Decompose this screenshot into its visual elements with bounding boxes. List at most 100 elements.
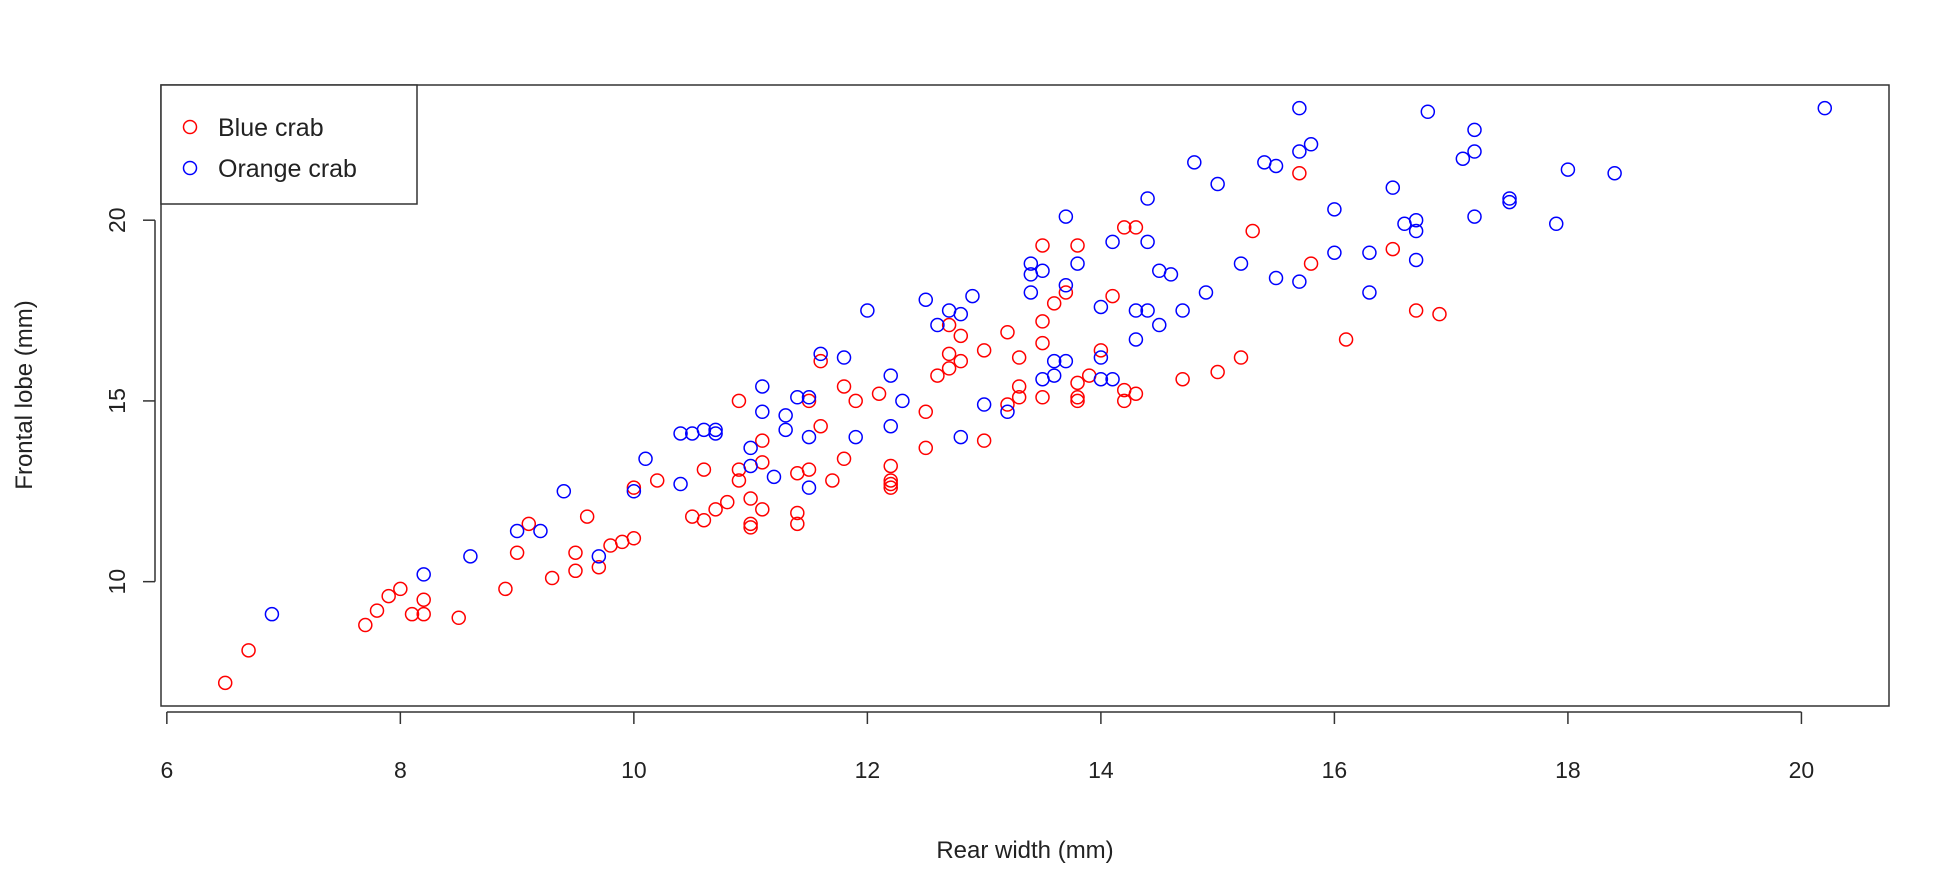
point-blue-crab <box>976 343 992 358</box>
point-blue-crab <box>241 643 256 658</box>
x-tick-label: 18 <box>1555 757 1581 783</box>
point-blue-crab <box>1035 238 1050 253</box>
point-orange-crab <box>1560 162 1576 177</box>
point-orange-crab <box>1408 252 1424 268</box>
point-blue-crab <box>941 317 957 333</box>
x-tick-label: 12 <box>855 757 881 783</box>
point-blue-crab <box>1432 306 1447 322</box>
point-blue-crab <box>883 458 898 474</box>
point-orange-crab <box>1163 267 1179 282</box>
point-orange-crab <box>801 429 817 445</box>
point-orange-crab <box>556 484 572 499</box>
point-orange-crab <box>883 368 898 383</box>
point-orange-crab <box>895 393 910 409</box>
point-orange-crab <box>1467 122 1482 138</box>
point-blue-crab <box>755 502 770 517</box>
point-orange-crab <box>626 484 642 499</box>
y-axis: 10 15 20 <box>104 207 156 594</box>
x-axis-title: Rear width (mm) <box>936 837 1113 864</box>
x-tick-label: 14 <box>1088 757 1114 783</box>
point-orange-crab <box>1455 151 1471 166</box>
y-tick-label: 15 <box>104 388 130 414</box>
point-orange-crab <box>1023 285 1039 300</box>
point-blue-crab <box>1070 375 1085 391</box>
point-blue-crab <box>836 451 852 467</box>
point-orange-crab <box>778 408 793 423</box>
point-blue-crab <box>731 393 747 409</box>
point-blue-crab <box>451 610 466 626</box>
data-points <box>217 100 1833 691</box>
legend-marker-blue-crab <box>182 119 198 135</box>
point-orange-crab <box>1093 350 1109 365</box>
point-blue-crab <box>918 404 934 420</box>
point-blue-crab <box>1105 288 1120 304</box>
point-orange-crab <box>1140 303 1155 318</box>
point-blue-crab <box>416 606 431 622</box>
point-orange-crab <box>1292 274 1307 289</box>
x-axis: 6 8 10 12 14 16 18 20 <box>160 711 1814 783</box>
point-orange-crab <box>1105 371 1120 387</box>
point-blue-crab <box>813 353 828 369</box>
point-orange-crab <box>591 549 607 564</box>
point-blue-crab <box>755 433 770 448</box>
point-orange-crab <box>463 549 478 564</box>
point-blue-crab <box>743 491 758 506</box>
point-blue-crab <box>579 509 595 524</box>
point-orange-crab <box>848 429 863 445</box>
point-orange-crab <box>1070 256 1085 271</box>
point-blue-crab <box>416 592 431 607</box>
point-orange-crab <box>1268 270 1284 286</box>
point-blue-crab <box>591 559 607 575</box>
point-orange-crab <box>1023 256 1039 271</box>
point-orange-crab <box>755 404 770 420</box>
point-blue-crab <box>953 328 969 344</box>
point-orange-crab <box>1105 234 1120 250</box>
point-blue-crab <box>836 379 852 394</box>
point-orange-crab <box>1233 256 1249 271</box>
point-orange-crab <box>1140 191 1155 206</box>
point-orange-crab <box>1362 285 1377 300</box>
point-orange-crab <box>1327 202 1342 217</box>
point-orange-crab <box>1408 223 1424 239</box>
x-tick-label: 10 <box>621 757 647 783</box>
point-orange-crab <box>1000 404 1015 420</box>
point-blue-crab <box>1292 165 1307 181</box>
x-tick-label: 16 <box>1322 757 1348 783</box>
point-orange-crab <box>918 292 934 307</box>
point-blue-crab <box>1245 223 1260 239</box>
point-blue-crab <box>953 353 969 369</box>
point-orange-crab <box>1502 194 1517 210</box>
point-orange-crab <box>1128 332 1144 347</box>
point-blue-crab <box>1070 238 1085 253</box>
point-blue-crab <box>731 473 747 488</box>
point-blue-crab <box>825 473 840 488</box>
point-orange-crab <box>801 480 817 495</box>
point-blue-crab <box>1408 303 1424 318</box>
point-orange-crab <box>930 317 945 333</box>
point-blue-crab <box>1035 314 1050 329</box>
point-orange-crab <box>509 523 525 539</box>
point-blue-crab <box>544 570 560 586</box>
point-blue-crab <box>1175 371 1190 387</box>
point-blue-crab <box>626 531 642 546</box>
point-blue-crab <box>883 480 898 495</box>
point-orange-crab <box>264 606 280 622</box>
point-orange-crab <box>1128 303 1144 318</box>
point-blue-crab <box>521 516 537 532</box>
point-orange-crab <box>1210 176 1225 192</box>
point-blue-crab <box>941 361 957 376</box>
point-blue-crab <box>801 462 817 477</box>
point-blue-crab <box>1338 332 1354 347</box>
point-blue-crab <box>1011 379 1027 394</box>
point-orange-crab <box>1548 216 1564 232</box>
point-orange-crab <box>755 379 770 394</box>
point-orange-crab <box>1502 191 1517 206</box>
x-tick-label: 8 <box>394 757 407 783</box>
point-orange-crab <box>1140 234 1155 250</box>
point-blue-crab <box>976 433 992 448</box>
legend-label-orange-crab: Orange crab <box>218 155 357 183</box>
point-blue-crab <box>568 563 583 579</box>
plot-frame <box>160 84 1890 707</box>
legend: Blue crab Orange crab <box>160 84 418 205</box>
point-blue-crab <box>393 581 408 597</box>
